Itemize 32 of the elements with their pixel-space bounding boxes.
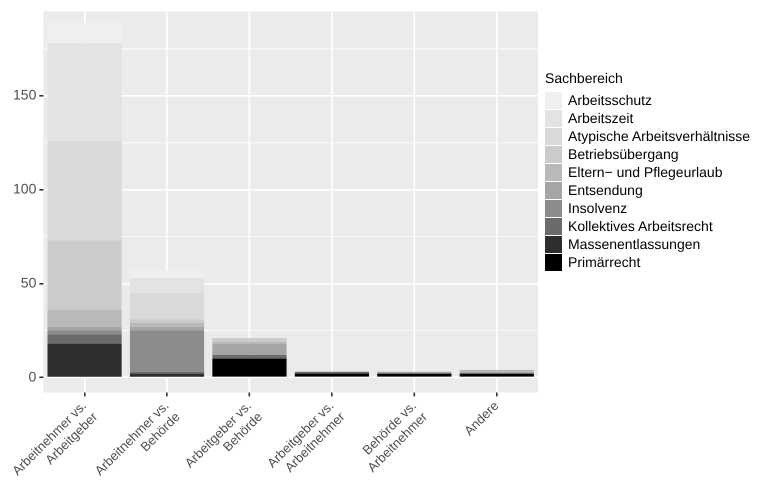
bar [130,326,204,331]
legend-label: Arbeitsschutz [568,92,652,108]
legend-label: Arbeitszeit [568,110,634,126]
legend-label: Atypische Arbeitsverhältnisse [568,128,750,144]
y-tick-label: 0 [28,368,37,384]
legend-title: Sachbereich [545,70,624,87]
bar [47,310,122,327]
legend-label: Betriebsübergang [568,146,679,162]
y-tick-label: 100 [13,180,37,197]
bar [47,330,122,334]
bar [460,374,534,377]
bar [212,358,287,377]
bar [47,334,122,344]
bar [47,344,122,376]
bar [212,354,287,359]
bar [47,240,122,310]
bar [130,319,204,324]
bar [130,330,204,372]
legend-label: Kollektives Arbeitsrecht [568,218,713,234]
bar [377,374,452,377]
legend-label: Eltern− und Pflegeurlaub [568,164,722,180]
y-tick-label: 50 [20,274,37,290]
legend-label: Massenentlassungen [568,236,700,252]
y-tick-label: 150 [13,86,37,103]
bar [294,374,369,377]
legend-label: Primärrecht [568,254,640,270]
legend-label: Entsendung [568,182,643,198]
bar [47,326,122,331]
bar [130,323,204,327]
legend-label: Insolvenz [568,200,628,216]
bar [212,338,287,342]
bar [212,344,287,355]
